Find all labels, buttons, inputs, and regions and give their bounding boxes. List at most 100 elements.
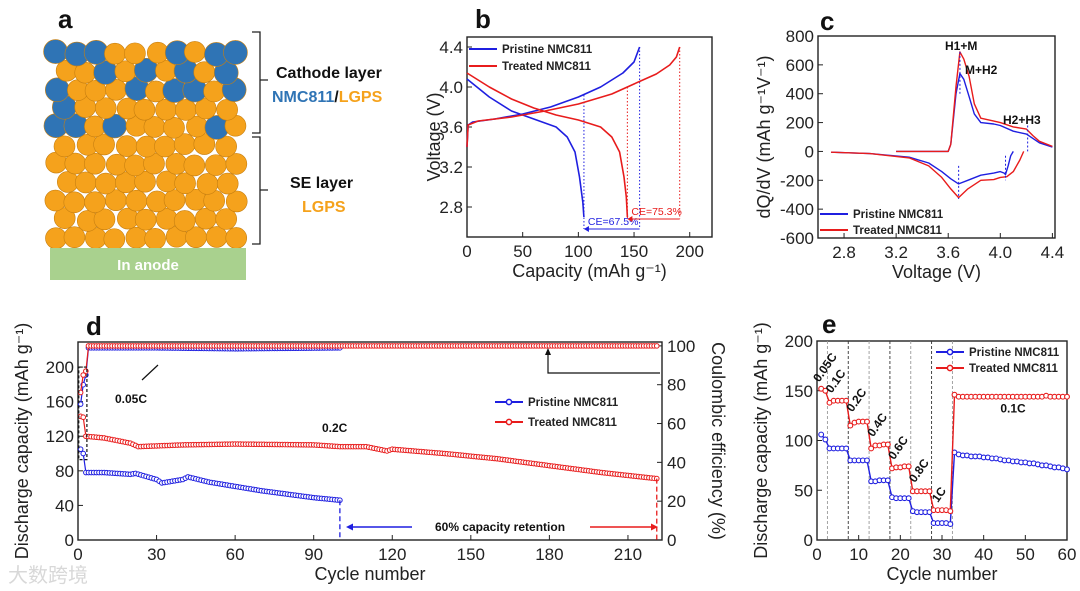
lgps-particle bbox=[125, 226, 148, 249]
rate-capacity-point bbox=[822, 436, 829, 443]
peak-annotation: H2+H3 bbox=[1003, 113, 1041, 127]
lgps-particle bbox=[133, 98, 156, 121]
x-axis-label: Voltage (V) bbox=[892, 262, 981, 282]
nmc811-text: NMC811 bbox=[272, 89, 334, 106]
lgps-particle bbox=[94, 97, 117, 119]
charge-dqdv-curve bbox=[896, 51, 1053, 153]
rate-capacity-point bbox=[884, 477, 891, 484]
lgps-particle bbox=[84, 152, 106, 175]
retention-annotation: 60% capacity retention bbox=[435, 520, 565, 534]
x-tick-label: 120 bbox=[378, 545, 406, 564]
x-tick-label: 0 bbox=[812, 545, 821, 564]
x-tick-label: 20 bbox=[891, 545, 910, 564]
legend-entry: Treated NMC811 bbox=[528, 417, 617, 429]
lgps-particle bbox=[225, 190, 248, 213]
lgps-particle bbox=[116, 135, 138, 157]
y-tick-label: 800 bbox=[786, 27, 814, 46]
panel-label-e: e bbox=[822, 309, 836, 339]
peak-annotation: M+H2 bbox=[965, 63, 998, 77]
x-tick-label: 4.4 bbox=[1041, 243, 1065, 262]
legend-marker bbox=[505, 398, 513, 406]
lgps-particle bbox=[154, 135, 176, 158]
y-tick-label: 150 bbox=[785, 382, 813, 401]
y-axis-label: Discharge capacity (mAh g⁻¹) bbox=[751, 322, 771, 559]
x-tick-label: 30 bbox=[933, 545, 952, 564]
plot-frame bbox=[77, 341, 663, 541]
x-axis-label: Capacity (mAh g⁻¹) bbox=[512, 261, 667, 281]
lgps-particle bbox=[216, 98, 238, 121]
x-tick-label: 60 bbox=[226, 545, 245, 564]
rate-label: 0.4C bbox=[864, 410, 890, 439]
x-tick-label: 0 bbox=[462, 242, 471, 261]
lgps-particle bbox=[125, 189, 148, 212]
x-tick-label: 50 bbox=[1016, 545, 1035, 564]
y-axis-label: Voltage (V) bbox=[424, 92, 444, 181]
lgps-particle bbox=[144, 228, 166, 250]
legend-entry: Treated NMC811 bbox=[853, 225, 942, 237]
rate-capacity-point bbox=[905, 495, 912, 502]
panel-label-a: a bbox=[58, 4, 73, 34]
x-tick-label: 100 bbox=[564, 242, 592, 261]
lgps-particle bbox=[215, 135, 237, 158]
lgps-particle bbox=[94, 172, 117, 195]
rate-capacity-point bbox=[926, 488, 933, 495]
charge-curve bbox=[466, 46, 681, 148]
separator-slash: / bbox=[334, 89, 339, 106]
lgps-particle bbox=[196, 173, 219, 195]
lgps-particle bbox=[124, 42, 146, 65]
cathode-composition: NMC811/LGPS bbox=[272, 89, 383, 106]
x-tick-label: 3.6 bbox=[936, 243, 960, 262]
lgps-particle bbox=[225, 227, 248, 249]
lgps-particle bbox=[216, 172, 239, 195]
lgps-particle bbox=[173, 210, 196, 232]
legend-marker bbox=[505, 418, 513, 426]
formation-box bbox=[78, 366, 88, 461]
rate-annotation-0-05c: 0.05C bbox=[115, 392, 147, 406]
legend-marker bbox=[946, 348, 954, 356]
x-axis-label: Cycle number bbox=[314, 564, 425, 584]
ce-arrowhead bbox=[583, 226, 589, 232]
y-tick-label: 50 bbox=[794, 481, 813, 500]
y-tick-label: 2.8 bbox=[439, 198, 463, 217]
legend-entry: Treated NMC811 bbox=[969, 363, 1058, 375]
y-tick-label: 40 bbox=[55, 496, 74, 515]
y-tick-label: 0 bbox=[804, 531, 813, 550]
panel-c-chart: 2.8 3.2 3.6 4.0 4.4 -600 -400 -200 0 200 400 600 800… bbox=[754, 6, 1064, 282]
capacity-point bbox=[77, 446, 84, 453]
lgps-particle bbox=[93, 133, 115, 156]
lgps-particle bbox=[93, 208, 116, 231]
se-material-label: LGPS bbox=[302, 199, 346, 216]
lgps-particle bbox=[205, 226, 228, 248]
efficiency-curve bbox=[80, 345, 657, 393]
y-tick-label: 3.2 bbox=[439, 158, 463, 177]
x-tick-label: 3.2 bbox=[884, 243, 908, 262]
y2-tick-label: 100 bbox=[667, 337, 695, 356]
ce-arrowhead bbox=[627, 216, 633, 222]
legend-entry: Pristine NMC811 bbox=[853, 209, 944, 221]
y2-tick-label: 0 bbox=[667, 531, 676, 550]
x-tick-label: 150 bbox=[457, 545, 485, 564]
legend-entry: Treated NMC811 bbox=[502, 61, 591, 73]
lgps-particle bbox=[215, 208, 237, 230]
legend-entry: Pristine NMC811 bbox=[969, 347, 1060, 359]
legend-entry: Pristine NMC811 bbox=[528, 397, 619, 409]
y-tick-label: 0 bbox=[65, 531, 74, 550]
rate-capacity-point bbox=[947, 521, 954, 528]
lgps-particle bbox=[63, 226, 86, 249]
panel-label-b: b bbox=[475, 4, 491, 34]
y-tick-label: 3.6 bbox=[439, 118, 463, 137]
ce-label: CE=67.5% bbox=[588, 216, 639, 228]
x-tick-label: 90 bbox=[304, 545, 323, 564]
rate-label: 0.2C bbox=[843, 385, 869, 414]
panel-e-chart: 0 10 20 30 40 50 60 0 50 100 150 200 Cycle number Dis… bbox=[751, 309, 1076, 584]
ce-axis-arrow bbox=[547, 350, 660, 374]
y-tick-label: 120 bbox=[46, 427, 74, 446]
rate-label: 0.6C bbox=[885, 433, 911, 462]
rate-capacity-point bbox=[864, 418, 870, 425]
retention-arrowhead-red bbox=[651, 523, 658, 531]
x-tick-label: 40 bbox=[974, 545, 993, 564]
capacity-point bbox=[80, 414, 87, 421]
lgps-particle bbox=[104, 42, 126, 65]
